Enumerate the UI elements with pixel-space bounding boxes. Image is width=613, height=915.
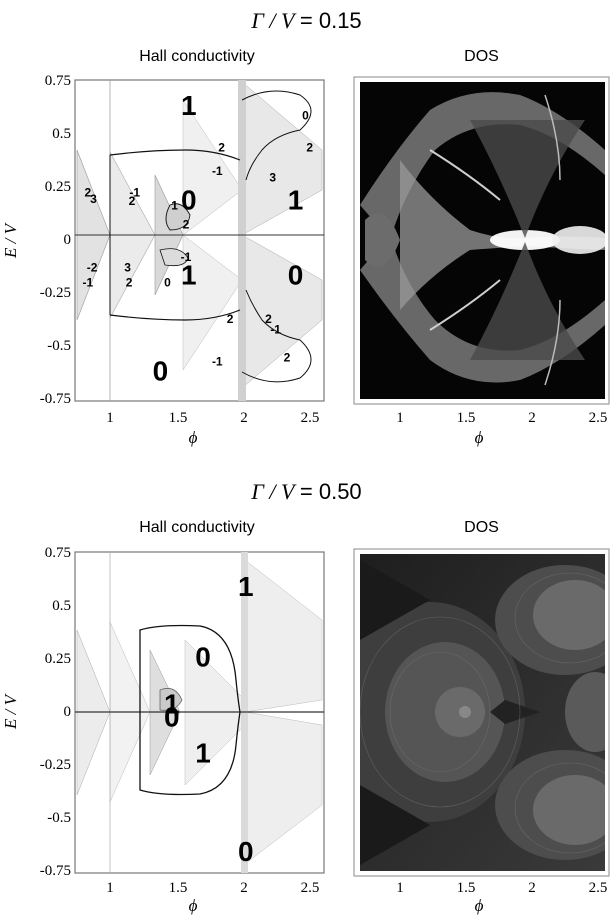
bottom-dos-title: DOS	[464, 519, 499, 536]
region-label: 0	[153, 356, 169, 387]
top-hall-title: Hall conductivity	[139, 48, 255, 65]
region-label: 0	[302, 109, 309, 123]
xtick: 2	[240, 880, 248, 896]
bottom-gamma-value: = 0.50	[299, 479, 362, 504]
bottom-dos-map	[360, 560, 605, 865]
top-dos-xlabel: ϕ	[475, 428, 484, 447]
bottom-hall-butterfly	[75, 552, 324, 873]
bottom-dos-xlabel: ϕ	[475, 896, 484, 915]
top-hall-plot: 10 11 002 20-1 32 3 -12 12-1-2 3-1 2 02 2-1-1 2 0.75…	[1, 73, 325, 447]
region-label: -1	[82, 275, 93, 289]
region-label: -1	[129, 186, 140, 200]
region-label: -1	[212, 164, 223, 178]
ytick: -0.25	[40, 757, 71, 773]
region-label: 1	[181, 90, 197, 121]
ytick: -0.25	[40, 285, 71, 301]
region-label: 2	[129, 194, 136, 208]
region-label: -1	[212, 355, 223, 369]
region-label: 2	[84, 186, 91, 200]
ytick: 0.25	[45, 179, 71, 195]
region-label: 2	[284, 350, 291, 364]
bottom-hall-title: Hall conductivity	[139, 519, 255, 536]
xtick: 1	[106, 880, 114, 896]
region-label: 2	[126, 275, 133, 289]
bottom-hall-xlabel: ϕ	[189, 896, 198, 915]
region-label: 1	[181, 259, 197, 290]
xtick: 1.5	[457, 880, 476, 896]
bottom-hall-xticks: 1 1.5 2 2.5	[106, 880, 319, 896]
region-label: 2	[218, 141, 225, 155]
top-hall-yticks: 0.75 0.5 0.25 0 -0.25 -0.5 -0.75	[40, 73, 71, 407]
region-label: 1	[238, 571, 254, 602]
ytick: -0.75	[40, 863, 71, 879]
bottom-gamma-label: Γ / V	[251, 479, 295, 504]
xtick: 2.5	[301, 410, 320, 426]
top-hall-butterfly	[75, 80, 324, 401]
xtick: 1.5	[169, 880, 188, 896]
top-panel-title: Γ / V = 0.15	[0, 8, 613, 34]
region-label: 1	[288, 184, 304, 215]
xtick: 1	[396, 880, 404, 896]
region-label: 0	[238, 836, 254, 867]
ytick: -0.75	[40, 391, 71, 407]
xtick: 2	[240, 410, 248, 426]
xtick: 1	[106, 410, 114, 426]
xtick: 2	[528, 880, 536, 896]
xtick: 1.5	[169, 410, 188, 426]
xtick: 1	[396, 410, 404, 426]
region-label: 2	[306, 141, 313, 155]
region-label: 1	[195, 738, 211, 769]
ytick: -0.5	[47, 338, 71, 354]
xtick: 1.5	[457, 410, 476, 426]
top-hall-xlabel: ϕ	[189, 428, 198, 447]
top-dos-title: DOS	[464, 48, 499, 65]
region-label: 0	[164, 701, 180, 732]
top-hall-region-labels: 10 11 002 20-1 32 3 -12 12-1-2 3-1 2 02 2-1-1 2	[82, 90, 313, 386]
top-gamma-label: Γ / V	[251, 8, 295, 33]
top-gamma-value: = 0.15	[299, 8, 362, 33]
bottom-panel-title: Γ / V = 0.50	[0, 479, 613, 505]
top-hall-xticks: 1 1.5 2 2.5	[106, 410, 319, 426]
region-label: -1	[181, 250, 192, 264]
xtick: 2.5	[589, 880, 608, 896]
top-dos-plot: 1 1.5 2 2.5 ϕ	[353, 76, 610, 447]
bottom-dos-xticks: 1 1.5 2 2.5	[396, 880, 607, 896]
bottom-dos-plot: 1 1.5 2 2.5 ϕ	[353, 548, 610, 915]
region-label: 2	[183, 218, 190, 232]
region-label: 3	[124, 260, 131, 274]
ytick: 0.75	[45, 545, 71, 561]
xtick: 2	[528, 410, 536, 426]
region-label: 1	[164, 688, 180, 719]
ytick: 0.75	[45, 73, 71, 89]
region-label: 3	[90, 192, 97, 206]
ytick: 0	[64, 704, 72, 720]
top-dos-xticks: 1 1.5 2 2.5	[396, 410, 607, 426]
bottom-hall-yticks: 0.75 0.5 0.25 0 -0.25 -0.5 -0.75	[40, 545, 71, 879]
xtick: 2.5	[589, 410, 608, 426]
region-label: 2	[227, 312, 234, 326]
ytick: 0.5	[52, 598, 71, 614]
region-label: 1	[171, 198, 178, 212]
region-label: 0	[164, 275, 171, 289]
ytick: 0	[64, 232, 72, 248]
region-label: 2	[265, 312, 272, 326]
ytick: 0.5	[52, 126, 71, 142]
top-hall-ylabel: E / V	[1, 221, 20, 259]
region-label: 0	[181, 184, 197, 215]
ytick: 0.25	[45, 651, 71, 667]
region-label: 3	[269, 171, 276, 185]
region-label: 0	[288, 259, 304, 290]
bottom-hall-ylabel: E / V	[1, 692, 20, 730]
top-dos-map	[360, 92, 605, 386]
xtick: 2.5	[301, 880, 320, 896]
ytick: -0.5	[47, 810, 71, 826]
region-label: 0	[195, 641, 211, 672]
region-label: -1	[270, 323, 281, 337]
region-label: -2	[87, 260, 98, 274]
